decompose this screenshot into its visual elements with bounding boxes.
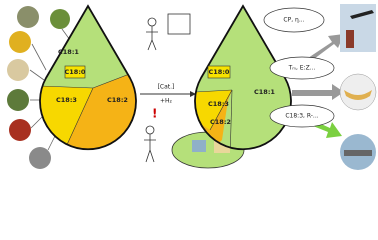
fa-label: C18:0 bbox=[65, 68, 86, 76]
reagent: +H₂ bbox=[160, 98, 173, 105]
fa-label: C18:1 bbox=[254, 88, 275, 96]
application-images bbox=[339, 4, 377, 170]
catalyst: [Cat.] bbox=[158, 84, 175, 91]
fa-label: C18:3 bbox=[208, 100, 229, 108]
bubble-text: C18:3, R-... bbox=[285, 113, 318, 120]
fa-label: C18:2 bbox=[210, 118, 231, 126]
source-icons bbox=[7, 6, 71, 169]
sketch-person: ! bbox=[144, 13, 191, 163]
fa-label: C18:1 bbox=[58, 48, 79, 56]
diagram: C18:0 C18:1 C18:3 C18:2 [Cat.] +H₂ ! C18… bbox=[7, 4, 377, 170]
bubble-text: CP, η... bbox=[283, 17, 304, 24]
svg-text:!: ! bbox=[152, 107, 157, 121]
bubble bbox=[263, 7, 335, 128]
fa-label: C18:2 bbox=[107, 96, 128, 104]
bubble-text: Tₘ, E:Z... bbox=[288, 65, 316, 72]
fa-label: C18:3 bbox=[56, 96, 77, 104]
fa-label: C18:0 bbox=[209, 68, 230, 76]
